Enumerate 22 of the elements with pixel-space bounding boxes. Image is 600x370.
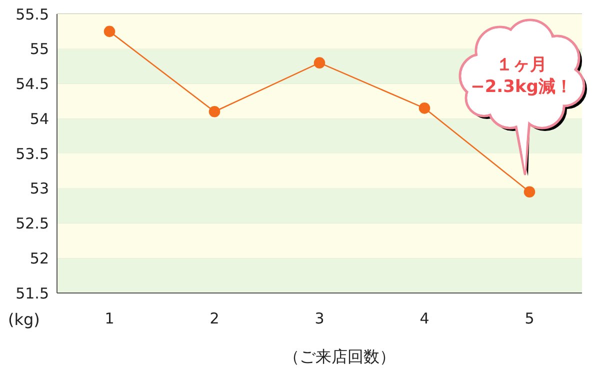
point [104, 26, 116, 38]
y-tick-label: 53 [30, 180, 49, 198]
x-tick-label: 1 [104, 310, 114, 328]
point [524, 186, 536, 198]
point [208, 106, 220, 118]
annotation: １ヶ月 −2.3kg減！ [470, 54, 574, 98]
y-tick-label: 55 [30, 40, 49, 58]
y-tick-label: 52.5 [16, 214, 49, 233]
y-tick-label: 55.5 [16, 5, 49, 24]
x-axis-title: （ご来店回数） [284, 347, 396, 366]
x-tick-label: 2 [210, 310, 220, 328]
point [418, 102, 430, 114]
x-tick-label: 3 [314, 310, 324, 328]
y-tick-label: 54 [30, 110, 49, 128]
x-tick-label: 4 [420, 310, 430, 328]
y-tick-label: 51.5 [16, 284, 49, 302]
y-axis-title: (kg) [8, 310, 40, 329]
y-tick-label: 54.5 [16, 75, 49, 94]
y-tick-label: 53.5 [16, 144, 49, 163]
x-tick-label: 5 [524, 310, 534, 328]
y-tick-label: 52 [30, 249, 49, 268]
point [314, 57, 326, 68]
